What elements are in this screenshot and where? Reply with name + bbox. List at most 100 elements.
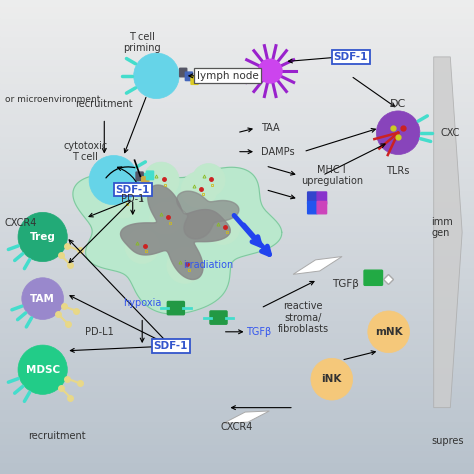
- Bar: [0, 18, 474, 24]
- Circle shape: [150, 202, 182, 234]
- Text: T cell
priming: T cell priming: [123, 32, 161, 54]
- Text: TAM: TAM: [30, 293, 55, 304]
- Text: reactive
stroma/
fibroblasts: reactive stroma/ fibroblasts: [278, 301, 329, 334]
- FancyBboxPatch shape: [180, 68, 187, 77]
- Circle shape: [89, 155, 138, 205]
- Circle shape: [206, 210, 240, 245]
- Polygon shape: [177, 191, 239, 239]
- Circle shape: [22, 278, 64, 319]
- Bar: [0, 438, 474, 445]
- Text: cytotoxic
T cell: cytotoxic T cell: [63, 141, 108, 163]
- Bar: [0, 0, 474, 6]
- Circle shape: [143, 162, 179, 198]
- Bar: [0, 445, 474, 450]
- Bar: [0, 24, 474, 30]
- Bar: [0, 432, 474, 438]
- Text: CXCR4: CXCR4: [221, 421, 253, 432]
- Bar: [0, 219, 474, 225]
- Bar: [0, 350, 474, 356]
- Bar: [0, 332, 474, 338]
- Bar: [0, 130, 474, 137]
- Bar: [0, 344, 474, 350]
- Bar: [0, 237, 474, 243]
- Bar: [0, 391, 474, 397]
- Polygon shape: [73, 167, 282, 314]
- FancyBboxPatch shape: [364, 270, 383, 285]
- Circle shape: [311, 358, 353, 400]
- Bar: [0, 71, 474, 77]
- Circle shape: [258, 59, 282, 83]
- Text: CXCR4: CXCR4: [5, 218, 37, 228]
- Text: CXC: CXC: [441, 128, 460, 138]
- Bar: [0, 261, 474, 266]
- Bar: [0, 213, 474, 219]
- FancyBboxPatch shape: [142, 177, 149, 185]
- Bar: [0, 154, 474, 160]
- Bar: [0, 65, 474, 71]
- Bar: [0, 427, 474, 432]
- Polygon shape: [224, 411, 269, 423]
- Bar: [0, 42, 474, 47]
- Bar: [0, 255, 474, 261]
- Bar: [0, 314, 474, 320]
- Circle shape: [167, 247, 203, 283]
- Circle shape: [181, 172, 217, 208]
- Circle shape: [192, 164, 225, 197]
- Bar: [0, 308, 474, 314]
- Text: SDF-1: SDF-1: [154, 341, 188, 351]
- Bar: [0, 118, 474, 124]
- Text: imm
gen: imm gen: [431, 217, 453, 238]
- Text: recruitment: recruitment: [75, 99, 133, 109]
- Text: PD-L1: PD-L1: [85, 327, 114, 337]
- Text: PD-1: PD-1: [121, 194, 145, 204]
- Bar: [0, 421, 474, 427]
- Bar: [0, 379, 474, 385]
- Circle shape: [368, 311, 410, 353]
- Polygon shape: [293, 256, 342, 274]
- Bar: [0, 201, 474, 208]
- Text: lymph node: lymph node: [197, 71, 258, 81]
- Text: SDF-1: SDF-1: [116, 184, 150, 195]
- Text: recruitment: recruitment: [28, 431, 86, 441]
- Bar: [0, 296, 474, 302]
- Bar: [0, 54, 474, 59]
- Text: or microenvironment: or microenvironment: [5, 95, 100, 104]
- Bar: [0, 184, 474, 190]
- Circle shape: [104, 180, 142, 218]
- Bar: [0, 142, 474, 148]
- Circle shape: [134, 53, 179, 99]
- FancyBboxPatch shape: [210, 311, 227, 324]
- FancyBboxPatch shape: [308, 201, 317, 214]
- FancyBboxPatch shape: [308, 192, 317, 204]
- Bar: [0, 12, 474, 18]
- Bar: [0, 125, 474, 130]
- FancyBboxPatch shape: [317, 201, 327, 214]
- Bar: [0, 231, 474, 237]
- FancyBboxPatch shape: [167, 301, 184, 315]
- Text: hypoxia: hypoxia: [123, 298, 161, 309]
- Bar: [0, 385, 474, 391]
- Bar: [0, 59, 474, 65]
- Bar: [0, 367, 474, 374]
- Bar: [0, 160, 474, 166]
- Bar: [0, 374, 474, 379]
- Circle shape: [18, 345, 67, 394]
- Bar: [0, 249, 474, 255]
- Bar: [0, 302, 474, 308]
- FancyBboxPatch shape: [317, 192, 327, 204]
- FancyBboxPatch shape: [191, 76, 198, 84]
- Bar: [0, 89, 474, 95]
- Bar: [0, 6, 474, 12]
- Bar: [0, 278, 474, 284]
- Circle shape: [18, 212, 67, 262]
- Bar: [0, 95, 474, 101]
- Circle shape: [376, 111, 420, 155]
- FancyBboxPatch shape: [136, 172, 143, 181]
- Bar: [0, 468, 474, 474]
- Bar: [0, 356, 474, 362]
- Bar: [0, 172, 474, 178]
- Bar: [0, 361, 474, 367]
- Bar: [0, 47, 474, 54]
- Text: Treg: Treg: [30, 232, 55, 242]
- Bar: [0, 450, 474, 456]
